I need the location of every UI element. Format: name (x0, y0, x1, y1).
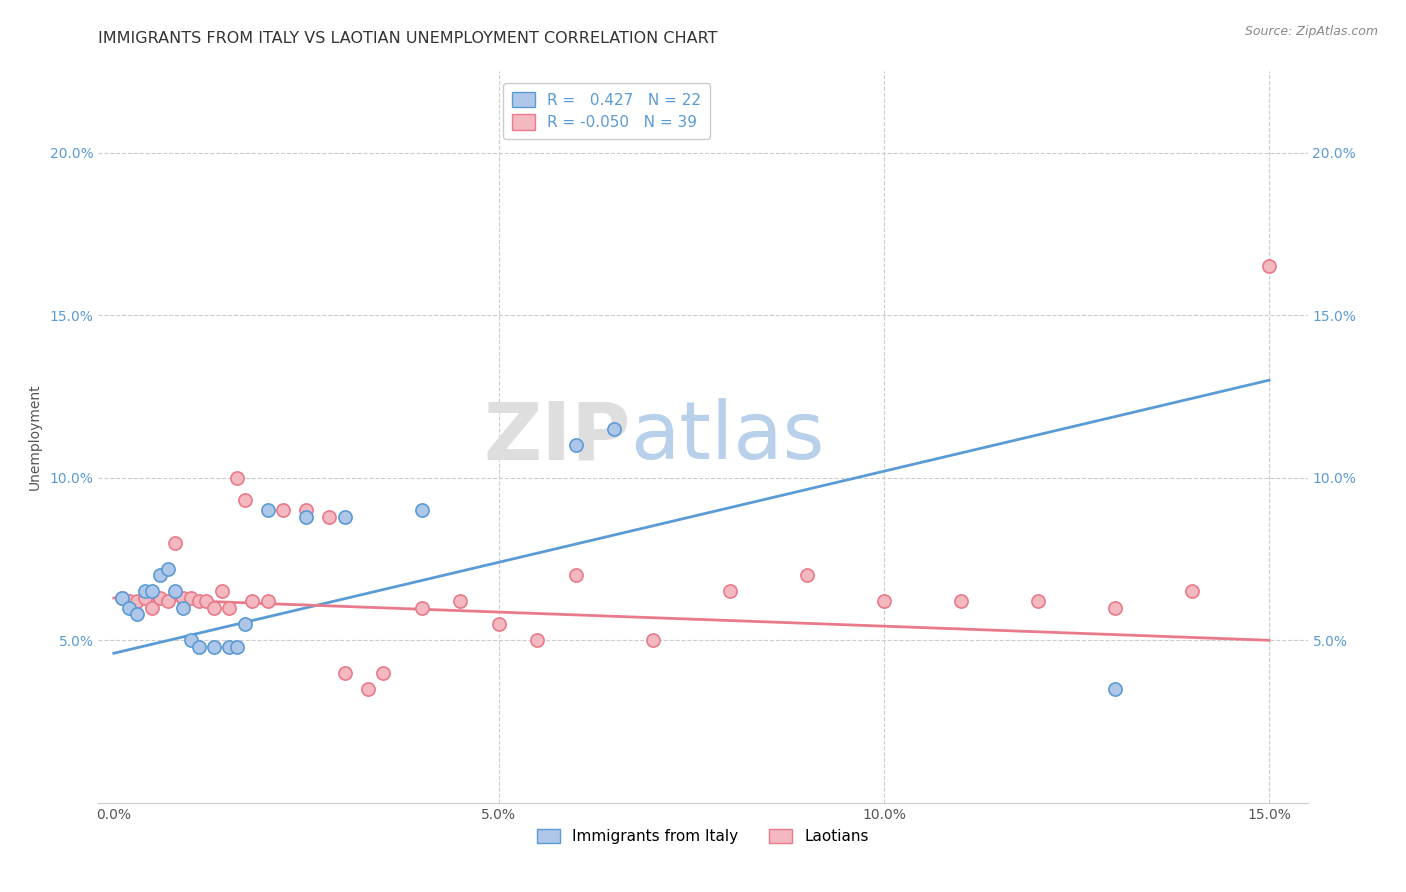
Point (718, 584, 741, 599)
Point (195, 594, 218, 608)
Point (565, 438, 588, 452)
Point (603, 422, 626, 436)
Point (134, 584, 156, 599)
Text: atlas: atlas (630, 398, 825, 476)
Point (257, 503, 280, 517)
Point (357, 681, 380, 696)
Point (202, 600, 225, 615)
Point (125, 594, 148, 608)
Point (180, 633, 202, 648)
Text: Source: ZipAtlas.com: Source: ZipAtlas.com (1244, 25, 1378, 38)
Point (226, 471, 249, 485)
Point (1181, 584, 1204, 599)
Point (242, 594, 264, 608)
Point (156, 562, 179, 576)
Point (110, 591, 132, 605)
Point (172, 600, 194, 615)
Point (1258, 260, 1281, 274)
Point (271, 503, 294, 517)
Point (149, 591, 172, 605)
Point (333, 509, 356, 524)
Point (172, 591, 194, 605)
Point (233, 493, 256, 508)
Point (1104, 600, 1126, 615)
Point (156, 594, 179, 608)
Point (333, 665, 356, 680)
Point (118, 600, 141, 615)
Point (449, 594, 471, 608)
Point (873, 594, 896, 608)
Point (796, 568, 818, 582)
Text: IMMIGRANTS FROM ITALY VS LAOTIAN UNEMPLOYMENT CORRELATION CHART: IMMIGRANTS FROM ITALY VS LAOTIAN UNEMPLO… (98, 31, 718, 46)
Point (526, 633, 548, 648)
Point (187, 594, 209, 608)
Point (318, 509, 340, 524)
Point (149, 568, 172, 582)
Point (180, 591, 202, 605)
Point (165, 535, 187, 549)
Point (1026, 594, 1049, 608)
Point (226, 640, 249, 654)
Point (110, 591, 132, 605)
Point (211, 584, 233, 599)
Point (141, 600, 163, 615)
Point (141, 584, 163, 599)
Point (641, 633, 664, 648)
Point (165, 584, 187, 599)
Text: ZIP: ZIP (484, 398, 630, 476)
Point (125, 607, 148, 622)
Point (257, 594, 280, 608)
Point (295, 509, 318, 524)
Point (950, 594, 973, 608)
Point (411, 600, 433, 615)
Y-axis label: Unemployment: Unemployment (27, 384, 41, 491)
Point (411, 503, 433, 517)
Point (295, 503, 318, 517)
Legend: Immigrants from Italy, Laotians: Immigrants from Italy, Laotians (531, 822, 875, 850)
Point (373, 665, 395, 680)
Point (134, 591, 156, 605)
Point (218, 640, 240, 654)
Point (565, 568, 588, 582)
Point (233, 617, 256, 632)
Point (488, 617, 510, 632)
Point (187, 640, 209, 654)
Point (202, 640, 225, 654)
Point (1104, 681, 1126, 696)
Point (118, 594, 141, 608)
Point (218, 600, 240, 615)
